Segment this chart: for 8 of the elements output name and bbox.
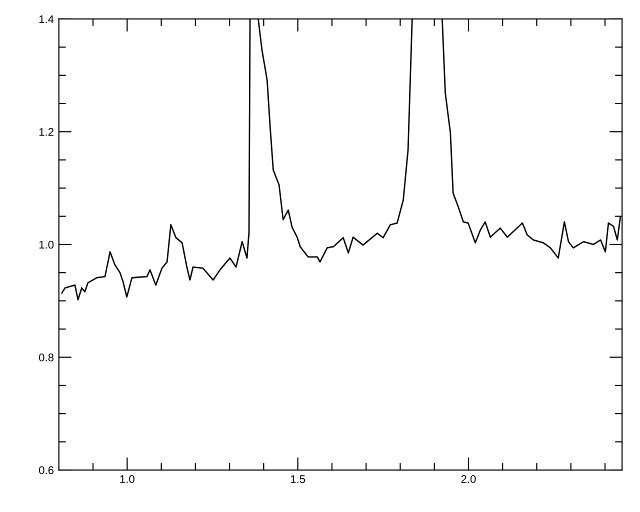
y-tick-label: 1.0 [39, 240, 54, 249]
x-tick-label: 1.5 [290, 475, 306, 484]
y-tick-label: 1.2 [39, 128, 54, 136]
y-tick-label: 0.8 [39, 354, 54, 362]
y-tick-label: 1.4 [39, 15, 54, 23]
x-tick-label: 2.0 [461, 475, 476, 484]
x-tick-label: 1.0 [120, 475, 134, 484]
y-tick-label: 0.6 [39, 466, 54, 474]
